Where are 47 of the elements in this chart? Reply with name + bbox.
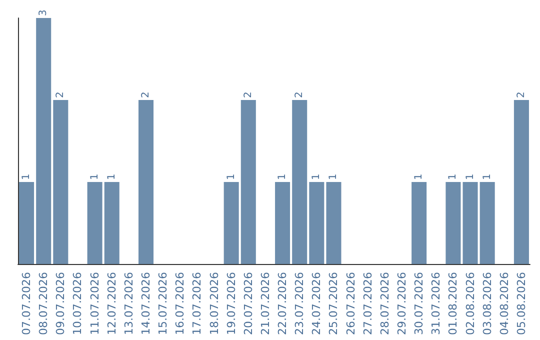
data-label: 3 [38, 10, 50, 16]
x-tick-label: 25.07.2026 [327, 272, 340, 336]
data-label: 2 [242, 92, 254, 98]
x-tick-label: 03.08.2026 [480, 272, 494, 336]
data-label: 1 [414, 174, 425, 180]
x-tick-label: 29.07.2026 [396, 272, 408, 336]
x-tick-label: 04.08.2026 [498, 272, 511, 336]
x-tick-label: 15.07.2026 [156, 272, 170, 336]
x-tick-label: 08.07.2026 [37, 272, 50, 336]
data-label: 1 [464, 174, 476, 180]
x-tick-label: 30.07.2026 [412, 272, 426, 336]
data-label: 2 [140, 92, 152, 98]
x-tick-label: 24.07.2026 [310, 272, 324, 336]
x-tick-label: 02.08.2026 [464, 272, 477, 336]
x-tick-label: 14.07.2026 [140, 272, 152, 336]
x-tick-label: 16.07.2026 [174, 272, 187, 336]
x-tick-label: 07.07.2026 [20, 272, 34, 336]
x-tick-label: 26.07.2026 [344, 272, 358, 336]
x-tick-label: 18.07.2026 [208, 272, 221, 336]
x-tick-label: 01.08.2026 [446, 272, 460, 336]
x-tick-label: 23.07.2026 [293, 272, 306, 336]
data-label: 2 [55, 92, 66, 98]
x-tick-label: 10.07.2026 [71, 272, 84, 336]
x-tick-label: 21.07.2026 [258, 272, 272, 336]
x-tick-label: 19.07.2026 [224, 272, 238, 336]
data-label: 1 [482, 174, 493, 180]
data-label: 1 [311, 174, 322, 180]
data-label: 1 [89, 174, 100, 180]
data-label: 1 [328, 174, 340, 180]
x-tick-label: 17.07.2026 [190, 272, 204, 336]
x-tick-label: 09.07.2026 [54, 272, 68, 336]
x-tick-label: 20.07.2026 [242, 272, 255, 336]
x-tick-label: 31.07.2026 [430, 272, 443, 336]
x-tick-label: 13.07.2026 [122, 272, 136, 336]
x-tick-label: 11.07.2026 [88, 272, 102, 336]
x-tick-label: 27.07.2026 [361, 272, 374, 336]
data-label: 2 [294, 92, 306, 98]
data-label: 1 [106, 174, 118, 180]
data-label: 1 [21, 174, 32, 180]
x-tick-label: 05.08.2026 [514, 272, 528, 336]
data-label: 1 [448, 174, 459, 180]
data-label: 1 [226, 174, 237, 180]
data-label: 1 [277, 174, 288, 180]
x-tick-label: 22.07.2026 [276, 272, 290, 336]
x-tick-label: 12.07.2026 [105, 272, 118, 336]
x-tick-label: 28.07.2026 [378, 272, 392, 336]
data-label: 2 [516, 92, 527, 98]
